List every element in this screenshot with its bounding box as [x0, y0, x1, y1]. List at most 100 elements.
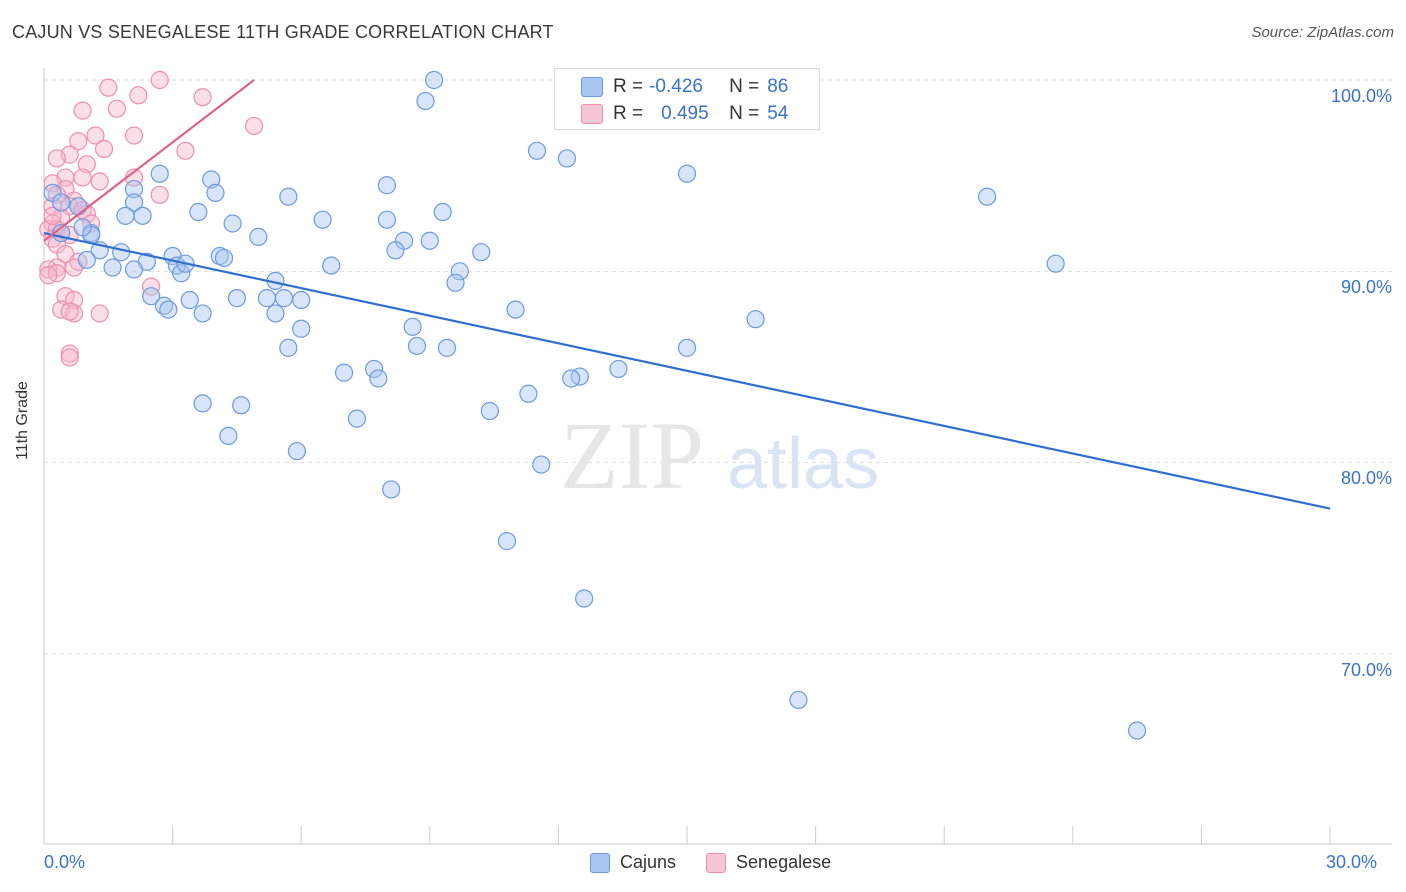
correlation-legend: R = -0.426 N = 86 R = 0.495 N = 54: [554, 68, 820, 130]
cajun-point: [124, 260, 144, 279]
cajun-point: [77, 250, 96, 269]
senegalese-point: [94, 139, 114, 158]
cajun-point: [433, 202, 452, 222]
legend-item-cajuns: Cajuns: [590, 852, 676, 873]
cajun-point: [292, 290, 311, 310]
cajun-point: [52, 193, 71, 212]
cajun-point: [369, 369, 388, 388]
cajun-point: [420, 231, 439, 250]
senegalese-point: [39, 266, 58, 285]
cajun-point: [73, 218, 92, 237]
cajun-point: [437, 338, 457, 357]
cajun-point: [377, 176, 397, 195]
cajun-point: [562, 369, 581, 388]
senegalese-point: [60, 344, 79, 363]
cajun-point: [334, 363, 354, 382]
senegalese-point: [64, 290, 84, 310]
legend-label-senegalese: Senegalese: [736, 852, 832, 872]
cajun-point: [172, 264, 191, 283]
cajun-point: [133, 206, 152, 225]
trend-lines: [43, 79, 1331, 510]
cajun-point: [446, 273, 465, 292]
series-cajuns: [43, 70, 1147, 740]
cajun-point: [189, 202, 208, 222]
senegalese-point: [73, 168, 92, 187]
cajun-point: [746, 310, 765, 329]
grid-lines: [44, 79, 1392, 655]
cajun-point: [193, 304, 212, 323]
cajun-point: [677, 338, 697, 357]
cajun-point: [124, 179, 144, 199]
cajun-point: [206, 183, 225, 202]
cajun-point: [69, 197, 88, 216]
cajun-point: [142, 287, 161, 306]
legend-r-value: 0.495: [661, 103, 709, 124]
cajun-point: [1127, 721, 1147, 740]
senegalese-point: [60, 348, 79, 367]
cajun-point: [214, 248, 234, 268]
legend-row-senegalese: R = 0.495 N = 54: [581, 102, 788, 126]
legend-r-value: -0.426: [649, 76, 703, 97]
legend-label-cajuns: Cajuns: [620, 852, 677, 872]
legend-n-label: N =: [729, 103, 760, 124]
y-tick-label: 100.0%: [1330, 86, 1392, 106]
cajun-point: [480, 401, 499, 421]
chart-title: CAJUN VS SENEGALESE 11TH GRADE CORRELATI…: [12, 22, 554, 42]
cajun-point: [313, 210, 332, 229]
cajun-point: [232, 396, 251, 415]
legend-swatch-cajuns: [590, 852, 610, 873]
y-tick-label: 70.0%: [1340, 660, 1392, 680]
legend-n-value: 54: [767, 103, 789, 124]
y-tick-label: 90.0%: [1340, 277, 1392, 297]
cajun-point: [150, 164, 169, 183]
cajun-point: [223, 214, 242, 233]
legend-n-label: N =: [729, 76, 760, 97]
x-tick-label: 0.0%: [44, 852, 86, 872]
cajun-point: [159, 300, 178, 319]
cajun-point: [506, 300, 525, 319]
cajun-point: [424, 70, 444, 90]
cajun-point: [322, 256, 341, 275]
cajun-point: [257, 289, 277, 308]
cajun-point: [274, 289, 294, 308]
senegalese-point: [43, 206, 62, 225]
cajun-point: [219, 426, 238, 445]
cajun-point: [575, 589, 594, 608]
cajun-point: [497, 532, 517, 551]
y-tick-label: 80.0%: [1340, 468, 1392, 488]
senegalese-point: [176, 141, 195, 160]
cajun-point: [403, 317, 422, 336]
senegalese-point: [39, 260, 58, 279]
senegalese-point: [142, 277, 161, 296]
watermark-zip: ZIP: [560, 402, 704, 509]
cajun-point: [472, 243, 491, 262]
axes: [43, 68, 1392, 845]
cajun-point: [1046, 254, 1065, 273]
series-senegalese: [39, 70, 264, 367]
cajun-point: [266, 304, 285, 323]
senegalese-point: [60, 302, 79, 321]
senegalese-point: [193, 88, 212, 107]
legend-row-cajuns: R = -0.426 N = 86: [581, 75, 788, 99]
senegalese-point: [150, 70, 169, 90]
cajun-point: [519, 384, 538, 403]
senegalese-trend-line: [43, 79, 255, 242]
series-legend: Cajuns Senegalese: [590, 852, 861, 873]
cajun-point: [450, 262, 469, 281]
cajun-point: [382, 480, 401, 499]
senegalese-point: [47, 149, 66, 168]
cajun-point: [287, 442, 307, 461]
senegalese-point: [90, 304, 109, 323]
senegalese-point: [107, 99, 126, 118]
cajun-point: [532, 455, 551, 474]
cajun-point: [249, 227, 268, 246]
cajun-point: [279, 187, 298, 206]
cajun-point: [347, 409, 367, 428]
cajun-point: [292, 319, 311, 338]
senegalese-point: [90, 172, 109, 191]
senegalese-point: [129, 86, 148, 105]
senegalese-point: [73, 101, 92, 120]
legend-n-value: 86: [767, 76, 789, 97]
cajun-point: [377, 210, 397, 229]
